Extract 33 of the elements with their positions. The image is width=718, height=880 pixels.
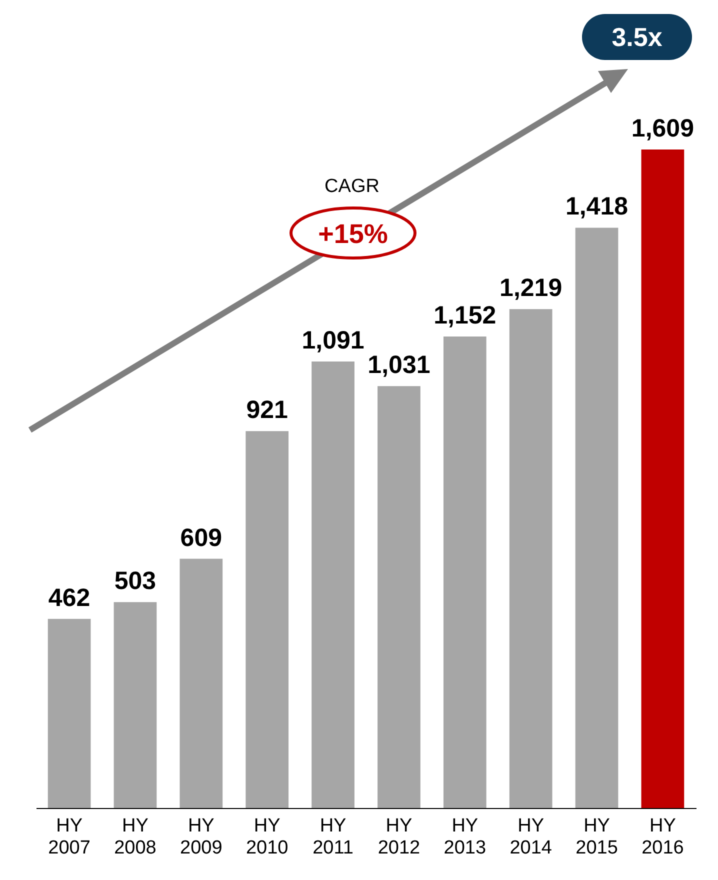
bar	[114, 602, 157, 808]
x-tick-label: HY 2014	[510, 816, 552, 858]
annotation: +15%	[318, 219, 388, 249]
x-tick-label: HY 2016	[642, 816, 684, 858]
data-label: 1,152	[434, 302, 496, 330]
text: 3.5x	[612, 22, 663, 52]
bar	[641, 150, 684, 808]
bar	[509, 309, 552, 808]
x-tick-label: HY 2013	[444, 816, 486, 858]
data-label: 1,091	[302, 326, 364, 355]
annotation: CAGR	[324, 176, 380, 197]
bar	[180, 558, 223, 808]
x-tick-label: HY 2011	[312, 816, 354, 858]
bar	[378, 386, 420, 808]
data-label: 921	[246, 396, 288, 424]
x-tick-label: HY 2015	[576, 816, 618, 858]
bar	[312, 362, 354, 808]
x-tick-label: HY 2007	[48, 816, 90, 858]
data-label: 462	[48, 584, 90, 612]
bar	[443, 336, 486, 808]
x-tick-label: HY 2009	[180, 816, 222, 858]
bar	[48, 618, 91, 808]
data-label: 609	[180, 524, 222, 552]
data-label: 1,609	[631, 114, 694, 143]
data-label: 1,219	[500, 274, 562, 302]
data-label: 503	[114, 567, 156, 596]
data-label: 1,418	[565, 192, 628, 221]
bar	[575, 228, 618, 808]
x-tick-label: HY 2008	[114, 816, 156, 858]
bar	[246, 431, 289, 808]
data-label: 1,031	[368, 351, 430, 380]
x-tick-label: HY 2010	[246, 816, 288, 858]
x-tick-label: HY 2012	[378, 816, 420, 858]
